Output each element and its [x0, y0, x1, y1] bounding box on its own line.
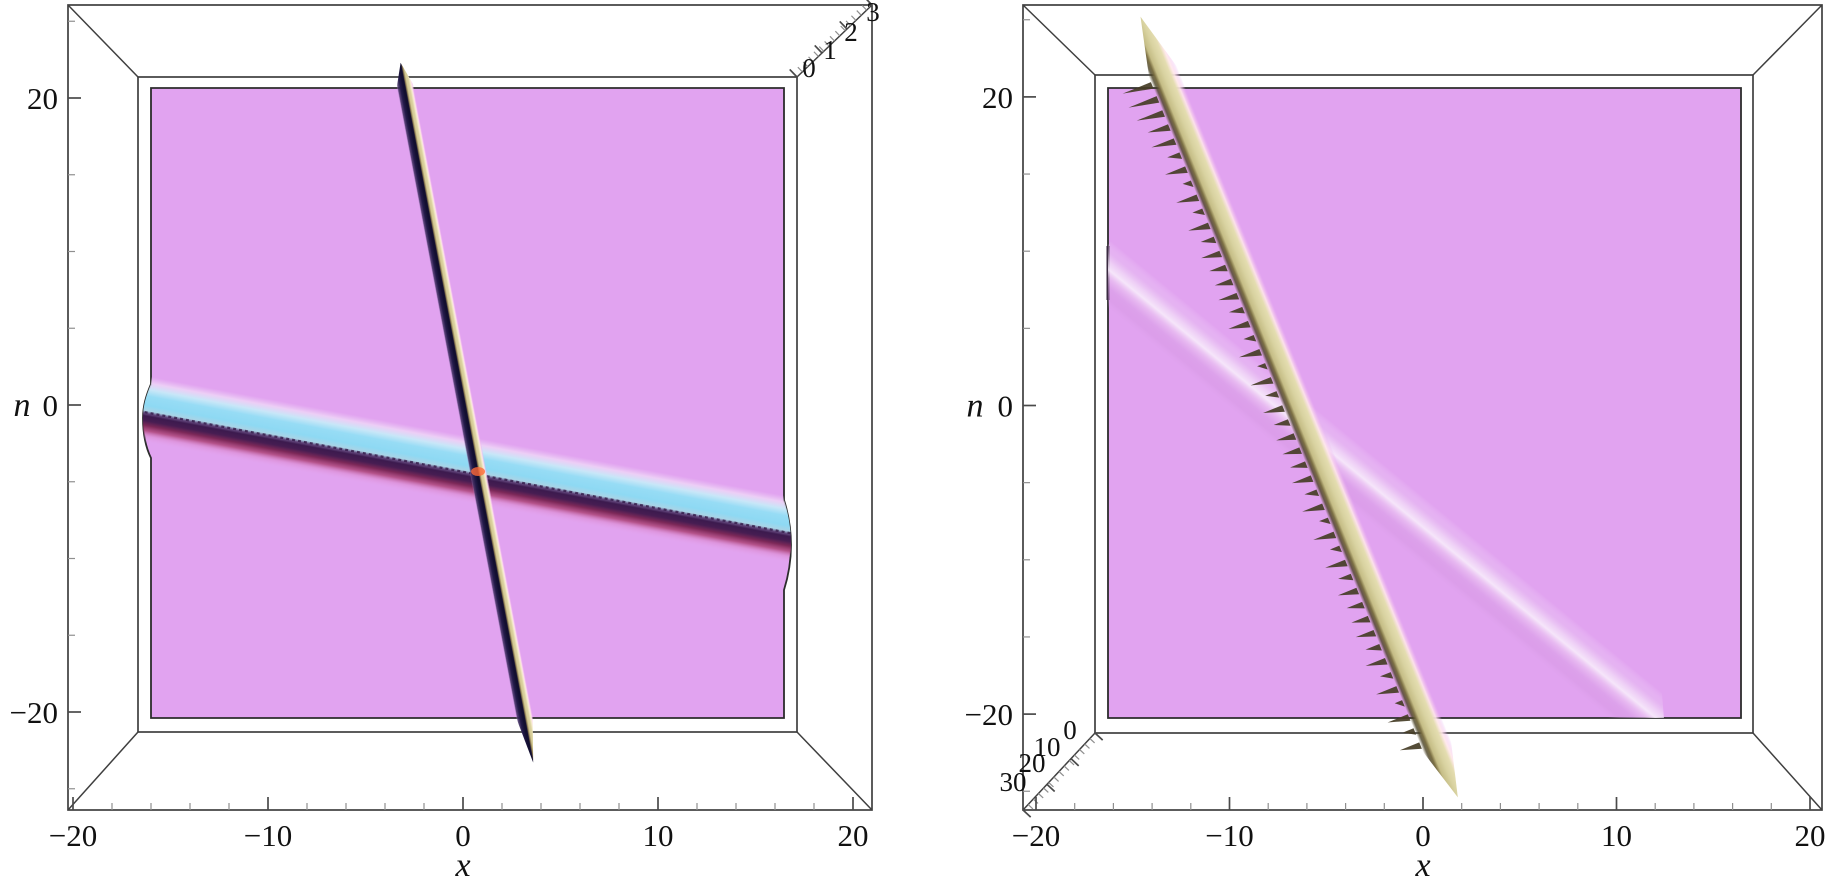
- x-tick-label: −20: [1012, 818, 1060, 853]
- n-axis-label: n: [14, 387, 31, 424]
- x-axis-label: x: [1414, 847, 1430, 881]
- n-tick-label: −20: [10, 695, 58, 730]
- n-tick-label: 20: [982, 80, 1013, 115]
- z-tick-label: 30: [1000, 767, 1027, 797]
- x-tick-label: 0: [1415, 818, 1431, 853]
- x-tick-label: −10: [1205, 818, 1253, 853]
- z-tick-label: 20: [1019, 748, 1046, 778]
- box-corner-edge: [67, 4, 139, 78]
- x-axis: −20 −10 0 10 20 x: [49, 797, 869, 881]
- x-tick-label: 10: [1601, 818, 1632, 853]
- z-tick-label: 0: [1063, 715, 1077, 745]
- n-tick-label: 20: [27, 81, 58, 116]
- z-tick-label: 0: [802, 53, 816, 83]
- soliton-spikes: [1122, 82, 1422, 751]
- box-corner-edge: [796, 731, 873, 811]
- z-tick-label: 1: [823, 35, 837, 65]
- z-tick-label: 2: [844, 17, 858, 47]
- faint-white-soliton: [1108, 241, 1665, 718]
- z-tick-label: 10: [1034, 732, 1061, 762]
- x-axis-label: x: [454, 847, 470, 881]
- x-tick-label: 0: [455, 818, 471, 853]
- n-axis: 20 0 −20 n: [965, 19, 1036, 792]
- outer-box-frame: [67, 4, 873, 811]
- n-axis: 20 0 −20 n: [10, 20, 81, 790]
- box-corner-edge: [1022, 4, 1096, 76]
- box-corner-edge: [1752, 732, 1823, 811]
- surface-heatmap: [1107, 87, 1742, 719]
- n-axis-label: n: [967, 388, 984, 425]
- x-axis: −20 −10 0 10 20 x: [1012, 797, 1826, 881]
- x-tick-label: −20: [49, 818, 97, 853]
- crossing-glow: [471, 467, 486, 477]
- tan-spiky-soliton: [1140, 16, 1458, 798]
- x-tick-label: −10: [244, 818, 292, 853]
- box-corner-edge: [1752, 4, 1823, 76]
- box-corner-edge: [67, 731, 139, 811]
- z-tick-label: 3: [866, 0, 880, 27]
- x-tick-label: 10: [643, 818, 674, 853]
- shallow-cyan-dark-soliton: [143, 375, 791, 564]
- inner-box-frame: [137, 76, 798, 733]
- x-tick-label: 20: [838, 818, 869, 853]
- steep-dark-tan-soliton: [396, 62, 534, 763]
- n-tick-label: 0: [43, 388, 59, 423]
- n-tick-label: 0: [998, 389, 1014, 424]
- x-tick-label: 20: [1795, 818, 1826, 853]
- n-tick-label: −20: [965, 697, 1013, 732]
